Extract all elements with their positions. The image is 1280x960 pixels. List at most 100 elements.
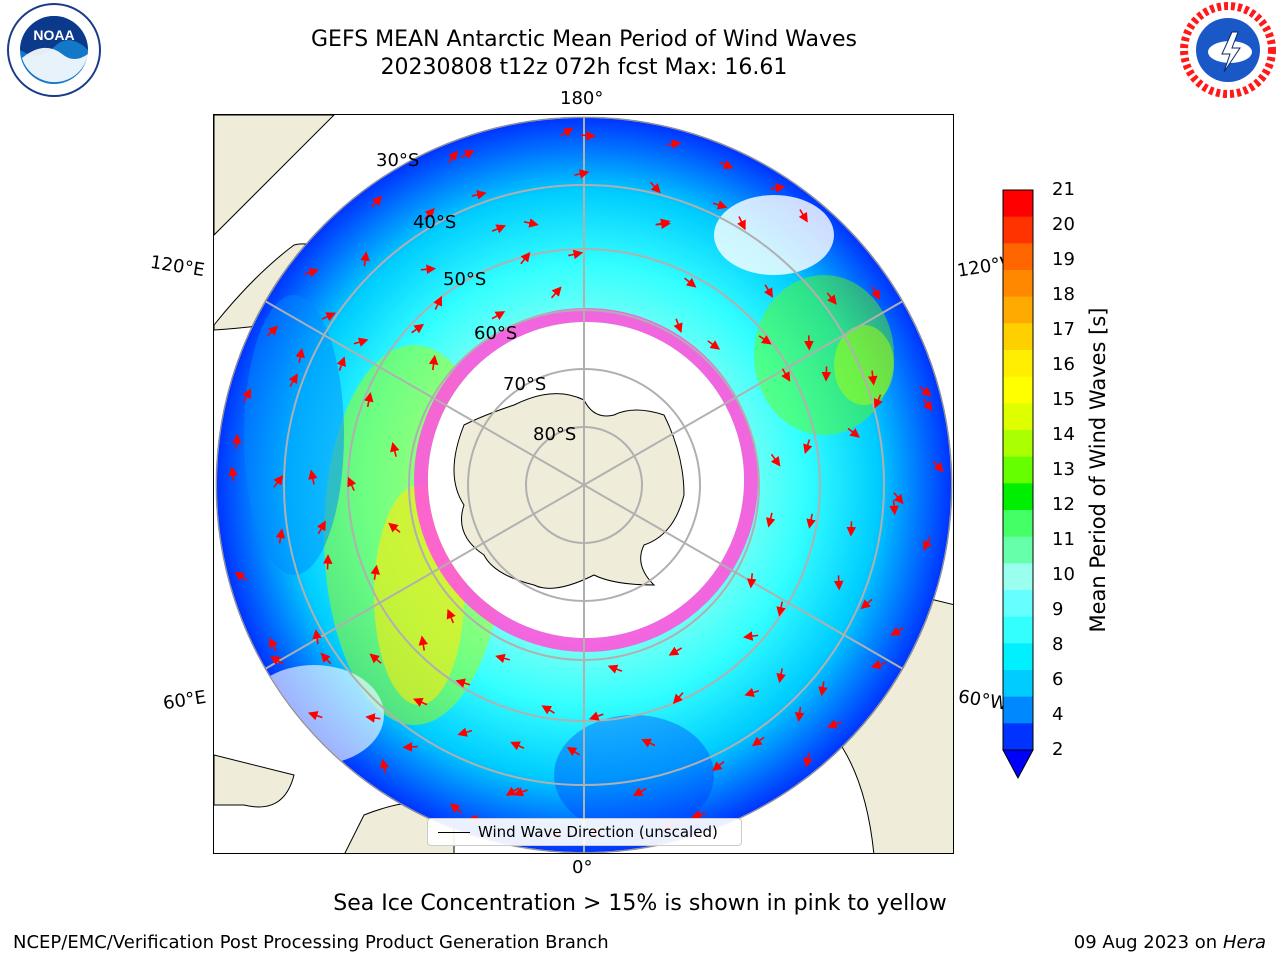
- direction-arrow: [860, 598, 873, 610]
- direction-arrow: [449, 803, 463, 814]
- noaa-logo-text: NOAA: [33, 27, 74, 43]
- direction-arrow: [833, 575, 844, 591]
- sea-ice-edge: [414, 308, 758, 652]
- direction-arrow: [574, 169, 590, 179]
- lon-label-60e: 60°E: [161, 686, 208, 715]
- colorbar-segment: [1003, 670, 1033, 698]
- colorbar-tick-label: 15: [1052, 389, 1075, 410]
- chart-title: GEFS MEAN Antarctic Mean Period of Wind …: [311, 27, 857, 52]
- direction-arrow: [632, 787, 647, 797]
- direction-arrow: [919, 386, 932, 397]
- colorbar-segment: [1003, 643, 1033, 671]
- direction-arrow: [655, 218, 671, 228]
- direction-arrow: [806, 513, 816, 529]
- direction-arrow: [388, 522, 401, 533]
- direction-arrow: [893, 492, 904, 505]
- direction-arrow: [870, 659, 886, 670]
- direction-arrow: [424, 207, 435, 220]
- colorbar-segment: [1003, 350, 1033, 378]
- colorbar-tick-label: 18: [1052, 284, 1075, 305]
- colorbar-label: Mean Period of Wind Waves [s]: [1086, 307, 1110, 633]
- colorbar: [1000, 188, 1040, 792]
- direction-arrow: [580, 130, 596, 141]
- colorbar-segment: [1003, 376, 1033, 404]
- direction-arrow: [457, 727, 473, 737]
- direction-arrow: [922, 398, 933, 412]
- colorbar-segment: [1003, 510, 1033, 538]
- colorbar-tick-label: 12: [1052, 494, 1075, 515]
- direction-arrow: [360, 251, 370, 267]
- lat-label-70s: 70°S: [503, 374, 547, 395]
- colorbar-segment: [1003, 590, 1033, 618]
- direction-arrow: [666, 139, 682, 149]
- lat-label-40s: 40°S: [413, 212, 457, 233]
- direction-arrow: [798, 209, 808, 223]
- colorbar-segment: [1003, 296, 1033, 324]
- direction-arrow: [776, 668, 786, 684]
- direction-arrow: [649, 181, 661, 194]
- direction-arrow: [568, 249, 584, 260]
- direction-arrow: [770, 453, 781, 467]
- direction-arrow: [641, 738, 656, 748]
- direction-arrow: [495, 653, 511, 664]
- direction-arrow: [390, 441, 400, 457]
- direction-arrow: [818, 681, 828, 697]
- colorbar-tick-label: 10: [1052, 564, 1075, 585]
- direction-arrow: [867, 370, 878, 386]
- direction-arrow: [566, 746, 581, 757]
- colorbar-segment: [1003, 536, 1033, 564]
- direction-arrow: [781, 368, 791, 382]
- direction-arrow: [288, 373, 298, 387]
- direction-arrow: [560, 127, 574, 137]
- direction-arrow: [871, 286, 880, 300]
- direction-arrow: [719, 160, 734, 169]
- colorbar-segment: [1003, 270, 1033, 298]
- colorbar-tick-label: 11: [1052, 529, 1075, 550]
- colorbar-tick-label: 20: [1052, 214, 1075, 235]
- lat-label-30s: 30°S: [376, 150, 420, 171]
- direction-arrow: [737, 216, 746, 231]
- direction-arrow: [379, 758, 390, 774]
- direction-arrow: [523, 218, 539, 228]
- direction-arrow: [923, 536, 932, 551]
- colorbar-tick-label: 16: [1052, 354, 1075, 375]
- colorbar-segment: [1003, 723, 1033, 751]
- colorbar-extend-triangle: [1002, 749, 1034, 780]
- lat-label-60s: 60°S: [474, 323, 518, 344]
- direction-arrow: [402, 742, 418, 752]
- colorbar-segment: [1003, 243, 1033, 271]
- direction-arrow: [320, 652, 332, 665]
- direction-arrow: [336, 356, 346, 371]
- direction-arrow: [491, 311, 506, 321]
- direction-arrow: [751, 736, 765, 747]
- legend-label: Wind Wave Direction (unscaled): [478, 823, 718, 841]
- direction-arrow: [505, 786, 520, 796]
- footer-date-text: 09 Aug 2023 on: [1073, 932, 1218, 953]
- direction-arrow: [460, 150, 475, 159]
- direction-arrow: [541, 705, 555, 715]
- lon-label-180: 180°: [560, 88, 604, 109]
- direction-arrow: [588, 711, 604, 721]
- direction-arrow: [510, 741, 525, 751]
- graticule: [216, 117, 952, 853]
- legend-line-sample: [438, 832, 470, 833]
- direction-arrow: [365, 713, 381, 723]
- footer-host: Hera: [1222, 932, 1266, 953]
- polar-map: [213, 114, 954, 854]
- direction-arrow: [447, 150, 459, 163]
- colorbar-segment: [1003, 696, 1033, 724]
- direction-arrow: [803, 752, 813, 768]
- direction-arrow: [242, 388, 251, 403]
- direction-arrow: [691, 810, 706, 820]
- direction-arrow: [234, 571, 248, 582]
- colorbar-tick-label: 2: [1052, 739, 1064, 760]
- direction-arrow: [742, 631, 759, 641]
- direction-arrow: [491, 224, 507, 234]
- direction-arrow: [428, 354, 439, 371]
- direction-arrow: [471, 190, 487, 200]
- colorbar-segment: [1003, 563, 1033, 591]
- direction-arrow: [826, 292, 837, 305]
- direction-arrow: [763, 284, 773, 298]
- national-weather-service-logo: [1178, 2, 1278, 102]
- direction-arrow: [744, 687, 760, 698]
